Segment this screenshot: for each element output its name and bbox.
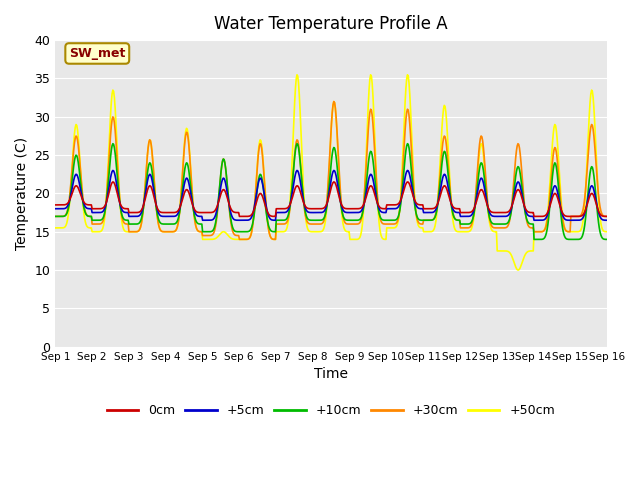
+5cm [603, 217, 611, 223]
+10cm [51, 214, 59, 219]
+30cm [603, 214, 611, 219]
0cm [404, 179, 412, 185]
+5cm [118, 207, 126, 213]
+5cm [404, 168, 412, 173]
Title: Water Temperature Profile A: Water Temperature Profile A [214, 15, 448, 33]
0cm [239, 214, 246, 219]
0cm [51, 202, 59, 208]
+50cm [514, 267, 522, 273]
0cm [61, 202, 69, 207]
+50cm [204, 237, 211, 242]
0cm [118, 204, 126, 210]
+50cm [61, 224, 69, 229]
+5cm [533, 217, 541, 223]
+50cm [603, 229, 611, 235]
+30cm [400, 152, 408, 157]
Line: +5cm: +5cm [55, 170, 607, 220]
+5cm [204, 217, 211, 223]
+10cm [204, 229, 212, 235]
+10cm [603, 237, 611, 242]
Legend: 0cm, +5cm, +10cm, +30cm, +50cm: 0cm, +5cm, +10cm, +30cm, +50cm [102, 399, 560, 422]
+5cm [51, 206, 59, 212]
+5cm [415, 205, 423, 211]
+30cm [416, 221, 424, 227]
+30cm [174, 221, 182, 227]
+10cm [61, 213, 69, 218]
+5cm [174, 210, 182, 216]
+5cm [398, 192, 406, 197]
+30cm [204, 233, 211, 239]
X-axis label: Time: Time [314, 367, 348, 381]
Line: +50cm: +50cm [55, 75, 607, 270]
+50cm [404, 72, 412, 78]
Line: 0cm: 0cm [55, 182, 607, 216]
+10cm [109, 141, 116, 146]
0cm [416, 202, 424, 208]
+30cm [118, 215, 126, 220]
Y-axis label: Temperature (C): Temperature (C) [15, 137, 29, 250]
+10cm [175, 213, 182, 219]
+30cm [239, 237, 246, 242]
Line: +10cm: +10cm [55, 144, 607, 240]
+5cm [61, 205, 69, 211]
+30cm [61, 213, 69, 218]
0cm [399, 191, 406, 197]
+50cm [398, 168, 406, 173]
+30cm [51, 214, 59, 219]
Line: +30cm: +30cm [55, 102, 607, 240]
+50cm [51, 225, 59, 231]
Text: SW_met: SW_met [69, 47, 125, 60]
+50cm [174, 220, 182, 226]
+50cm [415, 224, 423, 229]
+30cm [330, 99, 338, 105]
+10cm [570, 237, 578, 242]
0cm [204, 210, 211, 216]
+10cm [415, 216, 423, 222]
0cm [603, 214, 611, 219]
0cm [174, 208, 182, 214]
+50cm [118, 220, 126, 226]
+10cm [399, 180, 406, 186]
+10cm [119, 215, 127, 220]
